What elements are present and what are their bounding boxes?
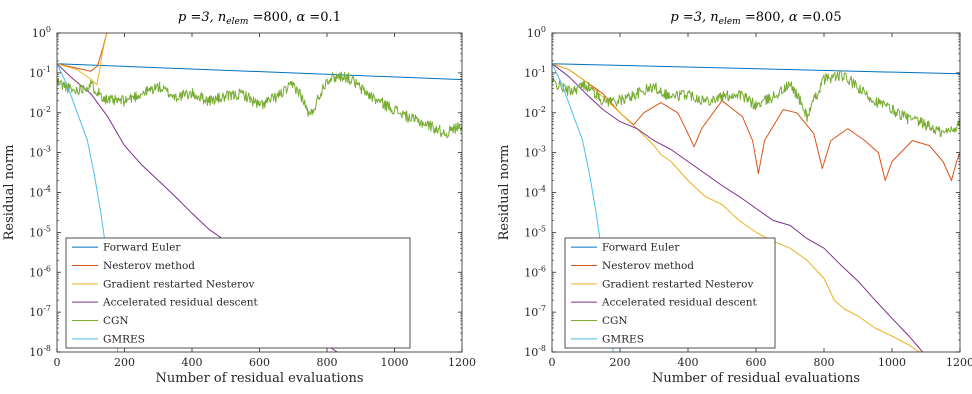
legend-label: Forward Euler [103, 242, 181, 254]
y-tick-label: 10-1 [524, 65, 546, 80]
y-tick-label: 10-4 [524, 185, 546, 200]
legend-label: CGN [602, 315, 628, 327]
x-tick-label: 1200 [946, 356, 972, 369]
x-axis-label: Number of residual evaluations [156, 371, 364, 386]
y-tick-label: 10-5 [524, 224, 546, 239]
x-tick-label: 400 [678, 356, 699, 369]
chart-title: p =3, nelem =800, α =0.05 [670, 10, 841, 27]
y-tick-label: 100 [527, 25, 546, 40]
y-tick-label: 10-1 [29, 65, 51, 80]
y-tick-label: 10-6 [29, 264, 51, 279]
legend-label: Forward Euler [602, 242, 680, 254]
chart-title: p =3, nelem =800, α =0.1 [178, 10, 341, 27]
series-line-accelerated-residual-descent [552, 63, 923, 352]
y-axis-label: Residual norm [2, 145, 17, 241]
x-tick-label: 600 [746, 356, 767, 369]
series-group [552, 63, 960, 352]
y-tick-label: 100 [32, 25, 51, 40]
series-line-gradient-restarted-nesterov [552, 63, 920, 352]
x-tick-label: 600 [249, 356, 270, 369]
legend-label: Gradient restarted Nesterov [103, 278, 254, 290]
y-tick-label: 10-3 [524, 145, 546, 160]
series-line-nesterov-method [552, 63, 960, 181]
x-tick-label: 1000 [878, 356, 906, 369]
legend-label: Nesterov method [602, 260, 694, 272]
x-tick-label: 800 [814, 356, 835, 369]
legend: Forward Euler Nesterov method Gradient res… [65, 237, 411, 349]
legend-label: Accelerated residual descent [601, 297, 758, 309]
y-tick-label: 10-8 [29, 344, 51, 359]
legend-label: Gradient restarted Nesterov [602, 278, 753, 290]
y-tick-label: 10-2 [29, 105, 51, 120]
x-axis-label: Number of residual evaluations [652, 371, 860, 386]
legend-box [564, 237, 776, 349]
series-line-forward-euler [552, 63, 960, 75]
x-tick-label: 400 [182, 356, 203, 369]
series-line-gradient-restarted-nesterov [57, 33, 108, 86]
chart-left: p =3, nelem =800, α =0.1 0 200 400 600 800 100… [2, 10, 476, 386]
legend: Forward Euler Nesterov method Gradient res… [564, 237, 776, 349]
x-tick-label: 200 [610, 356, 631, 369]
series-line-cgn [552, 70, 960, 138]
legend-label: GMRES [103, 333, 145, 345]
legend-box [65, 237, 411, 349]
y-axis-label: Residual norm [497, 145, 512, 241]
y-tick-label: 10-7 [524, 304, 546, 319]
series-line-forward-euler [57, 63, 462, 81]
x-tick-label: 0 [54, 356, 61, 369]
x-tick-label: 0 [549, 356, 556, 369]
y-tick-label: 10-3 [29, 145, 51, 160]
y-tick-label: 10-7 [29, 304, 51, 319]
x-tick-label: 1200 [448, 356, 476, 369]
legend-label: GMRES [602, 333, 644, 345]
legend-label: Accelerated residual descent [102, 297, 259, 309]
legend-label: CGN [103, 315, 129, 327]
x-tick-label: 800 [317, 356, 338, 369]
legend-label: Nesterov method [103, 260, 195, 272]
y-tick-label: 10-5 [29, 224, 51, 239]
chart-right: p =3, nelem =800, α =0.05 0 200 400 600 800 10… [497, 10, 972, 386]
x-tick-label: 200 [114, 356, 135, 369]
y-tick-label: 10-2 [524, 105, 546, 120]
y-tick-label: 10-6 [524, 264, 546, 279]
y-tick-label: 10-4 [29, 185, 51, 200]
y-tick-label: 10-8 [524, 344, 546, 359]
x-tick-label: 1000 [381, 356, 409, 369]
series-line-cgn [57, 71, 462, 139]
